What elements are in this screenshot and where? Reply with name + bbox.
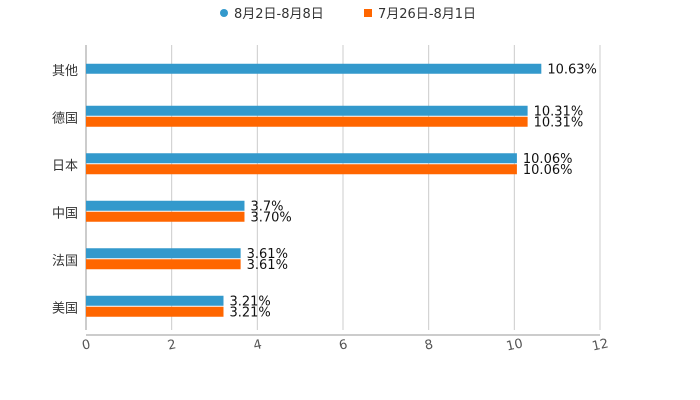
legend-label[interactable]: 8月2日-8月8日 xyxy=(234,7,324,22)
data-label: 3.21% xyxy=(229,294,270,309)
data-label: 10.31% xyxy=(534,115,584,130)
category-label: 日本 xyxy=(52,159,78,174)
x-tick-labels: 0 2 4 6 8 10 12 xyxy=(81,336,610,354)
bar-current-week xyxy=(86,153,517,164)
legend-marker xyxy=(364,9,372,17)
x-tick-label: 2 xyxy=(166,337,177,353)
bar-previous-week xyxy=(86,164,517,175)
data-label: 3.61% xyxy=(247,258,288,273)
bar-current-week xyxy=(86,63,542,74)
bar-current-week xyxy=(86,248,241,259)
data-label: 10.63% xyxy=(547,62,597,77)
category-label: 德国 xyxy=(52,111,78,126)
x-tick-label: 0 xyxy=(81,337,92,353)
grid-lines xyxy=(85,45,601,336)
data-label: 10.06% xyxy=(523,163,573,178)
legend-label[interactable]: 7月26日-8月1日 xyxy=(378,7,476,22)
data-label: 3.7% xyxy=(250,199,283,214)
bar-previous-week xyxy=(86,306,224,317)
legend-marker xyxy=(220,9,228,17)
data-label: 10.06% xyxy=(523,152,573,167)
bar-current-week xyxy=(86,200,245,211)
data-label: 3.61% xyxy=(247,247,288,262)
legend: 8月2日-8月8日 7月26日-8月1日 xyxy=(220,7,476,22)
category-label: 中国 xyxy=(52,206,78,221)
data-label: 10.31% xyxy=(534,104,584,119)
bar-current-week xyxy=(86,105,528,116)
x-tick-label: 10 xyxy=(505,336,524,354)
category-label: 法国 xyxy=(52,254,78,269)
category-label: 其他 xyxy=(52,64,78,79)
data-label: 3.21% xyxy=(229,305,270,320)
bar-previous-week xyxy=(86,116,528,127)
x-tick-label: 6 xyxy=(338,337,349,353)
data-label: 3.70% xyxy=(250,210,291,225)
category-label: 美国 xyxy=(52,301,78,316)
bars-group: 10.63% 10.31%10.31% 10.06%10.06% 3.7%3.70% 3… xyxy=(86,62,597,320)
x-tick-label: 8 xyxy=(423,337,434,353)
bar-previous-week xyxy=(86,211,245,222)
x-tick-label: 12 xyxy=(591,336,610,354)
bar-previous-week xyxy=(86,259,241,270)
x-tick-label: 4 xyxy=(252,337,263,353)
bar-current-week xyxy=(86,295,224,306)
